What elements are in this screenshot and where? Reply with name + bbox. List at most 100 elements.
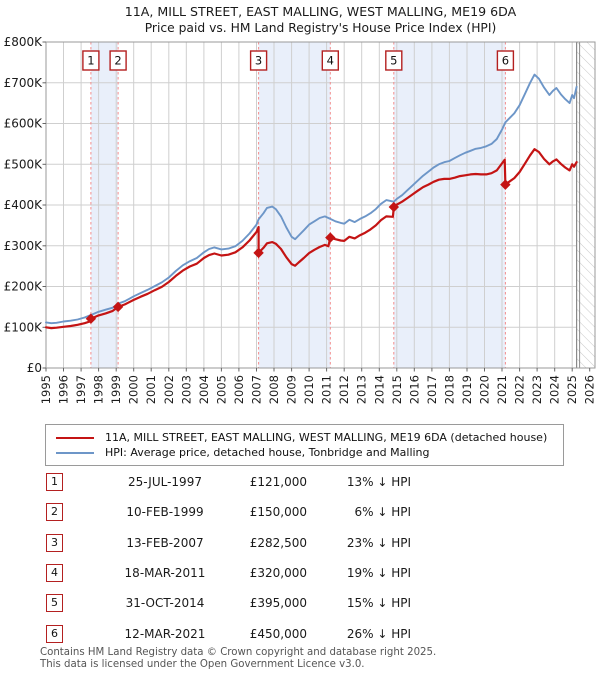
table-row: 6 12-MAR-2021 £450,000 26% ↓ HPI bbox=[40, 618, 580, 648]
sale-vs-hpi: 6% ↓ HPI bbox=[354, 505, 411, 520]
sale-flag-number-6: 6 bbox=[502, 54, 509, 68]
legend-label-hpi: HPI: Average price, detached house, Tonb… bbox=[105, 446, 430, 459]
svg-text:2009: 2009 bbox=[285, 375, 299, 404]
sale-number-badge: 1 bbox=[46, 473, 63, 492]
sale-date: 18-MAR-2011 bbox=[124, 566, 206, 581]
svg-text:2017: 2017 bbox=[425, 375, 439, 404]
sale-price: £282,500 bbox=[249, 535, 307, 550]
table-row: 3 13-FEB-2007 £282,500 23% ↓ HPI bbox=[40, 528, 580, 558]
sale-number-badge: 5 bbox=[46, 594, 63, 613]
sale-markers bbox=[85, 179, 511, 324]
sale-vs-hpi: 15% ↓ HPI bbox=[346, 596, 411, 611]
svg-text:1997: 1997 bbox=[74, 375, 88, 404]
table-row: 5 31-OCT-2014 £395,000 15% ↓ HPI bbox=[40, 588, 580, 618]
sale-price: £395,000 bbox=[249, 596, 307, 611]
sale-marker-2 bbox=[112, 301, 124, 313]
y-axis-labels: £0 £100K £200K £300K £400K £500K £600K £700K £80… bbox=[4, 35, 44, 375]
sale-marker-3 bbox=[253, 247, 264, 259]
sales-table: 1 25-JUL-1997 £121,000 13% ↓ HPI 2 10-FE… bbox=[40, 467, 580, 649]
svg-text:£400K: £400K bbox=[4, 198, 44, 212]
svg-text:£200K: £200K bbox=[4, 280, 44, 294]
svg-text:2005: 2005 bbox=[214, 375, 228, 404]
sale-flag-box-1 bbox=[82, 50, 100, 71]
license-footer: Contains HM Land Registry data © Crown c… bbox=[40, 647, 436, 670]
svg-text:£0: £0 bbox=[27, 361, 42, 375]
future-hatch bbox=[575, 42, 595, 368]
sale-flag-number-2: 2 bbox=[114, 54, 121, 68]
svg-text:2018: 2018 bbox=[442, 375, 456, 404]
sale-flag-box-2 bbox=[109, 50, 127, 71]
svg-text:1998: 1998 bbox=[92, 375, 106, 404]
legend-label-property: 11A, MILL STREET, EAST MALLING, WEST MAL… bbox=[105, 431, 548, 444]
svg-text:2014: 2014 bbox=[372, 375, 386, 404]
hpi-line-swatch bbox=[56, 451, 94, 454]
svg-text:£600K: £600K bbox=[4, 117, 44, 131]
sale-flag-number-3: 3 bbox=[255, 54, 262, 68]
sale-number-badge: 6 bbox=[46, 624, 63, 643]
svg-text:2010: 2010 bbox=[302, 375, 316, 404]
svg-text:2022: 2022 bbox=[513, 375, 527, 404]
legend-entry-hpi: HPI: Average price, detached house, Tonb… bbox=[56, 445, 557, 460]
sale-flag-box-4 bbox=[321, 50, 339, 71]
sale-date: 12-MAR-2021 bbox=[124, 626, 206, 641]
sale-marker-5 bbox=[388, 201, 400, 213]
sale-price: £320,000 bbox=[249, 566, 307, 581]
svg-text:2015: 2015 bbox=[390, 375, 404, 404]
svg-text:1999: 1999 bbox=[109, 375, 123, 404]
table-row: 4 18-MAR-2011 £320,000 19% ↓ HPI bbox=[40, 558, 580, 588]
sale-date: 13-FEB-2007 bbox=[126, 535, 204, 550]
svg-text:£300K: £300K bbox=[4, 239, 44, 253]
page-subtitle: Price paid vs. HM Land Registry's House … bbox=[144, 21, 497, 35]
sale-price: £150,000 bbox=[249, 505, 307, 520]
sale-flag-number-5: 5 bbox=[390, 54, 397, 68]
legend-entry-property: 11A, MILL STREET, EAST MALLING, WEST MAL… bbox=[56, 430, 557, 445]
sale-number-flags: 1 2 3 4 5 6 bbox=[82, 50, 515, 71]
svg-text:2026: 2026 bbox=[583, 375, 597, 404]
sale-number-badge: 4 bbox=[46, 564, 63, 583]
svg-text:2024: 2024 bbox=[548, 375, 562, 404]
page-title: 11A, MILL STREET, EAST MALLING, WEST MAL… bbox=[124, 4, 517, 19]
svg-text:1995: 1995 bbox=[39, 375, 53, 404]
sale-vs-hpi: 19% ↓ HPI bbox=[346, 566, 411, 581]
sale-date: 31-OCT-2014 bbox=[125, 596, 205, 611]
sale-marker-1 bbox=[85, 313, 97, 324]
svg-text:2013: 2013 bbox=[355, 375, 369, 404]
property-line-swatch bbox=[56, 436, 94, 439]
svg-text:2003: 2003 bbox=[179, 375, 193, 404]
sale-number-badge: 3 bbox=[46, 533, 63, 552]
svg-text:£800K: £800K bbox=[4, 35, 44, 49]
x-axis-labels: 1995 1996 1997 1998 1999 2000 2001 2002 2003 2004… bbox=[39, 375, 597, 404]
sale-flag-box-3 bbox=[249, 50, 268, 71]
svg-text:1996: 1996 bbox=[57, 375, 71, 404]
svg-text:£700K: £700K bbox=[4, 76, 44, 90]
sale-flag-number-1: 1 bbox=[87, 54, 94, 68]
chart-legend: 11A, MILL STREET, EAST MALLING, WEST MAL… bbox=[45, 424, 564, 466]
table-row: 1 25-JUL-1997 £121,000 13% ↓ HPI bbox=[40, 467, 580, 497]
sale-date: 10-FEB-1999 bbox=[126, 505, 204, 520]
svg-text:2002: 2002 bbox=[162, 375, 176, 404]
table-row: 2 10-FEB-1999 £150,000 6% ↓ HPI bbox=[40, 497, 580, 527]
footer-line1: Contains HM Land Registry data © Crown c… bbox=[40, 647, 437, 658]
svg-text:2020: 2020 bbox=[478, 375, 492, 404]
sale-number-badge: 2 bbox=[46, 503, 63, 522]
svg-text:2023: 2023 bbox=[530, 375, 544, 404]
svg-text:2016: 2016 bbox=[407, 375, 421, 404]
sale-price: £450,000 bbox=[249, 626, 307, 641]
sale-vs-hpi: 23% ↓ HPI bbox=[346, 535, 411, 550]
svg-text:2000: 2000 bbox=[127, 375, 141, 404]
svg-text:2004: 2004 bbox=[197, 375, 211, 404]
hpi-line bbox=[45, 73, 578, 325]
axis-ticks bbox=[42, 41, 591, 372]
svg-text:£500K: £500K bbox=[4, 157, 44, 171]
svg-text:2001: 2001 bbox=[144, 375, 158, 404]
svg-text:2011: 2011 bbox=[320, 375, 334, 404]
svg-text:2008: 2008 bbox=[267, 375, 281, 404]
sale-flag-number-4: 4 bbox=[327, 54, 334, 68]
price-history-chart: 1 2 3 4 5 6 £0 £100K £200K £300K £400K £500K £600K £7… bbox=[4, 35, 597, 404]
sale-vs-hpi: 13% ↓ HPI bbox=[346, 475, 411, 490]
svg-text:2019: 2019 bbox=[460, 375, 474, 404]
svg-text:2007: 2007 bbox=[250, 375, 264, 404]
svg-text:2012: 2012 bbox=[337, 375, 351, 404]
sale-marker-4 bbox=[325, 232, 336, 243]
